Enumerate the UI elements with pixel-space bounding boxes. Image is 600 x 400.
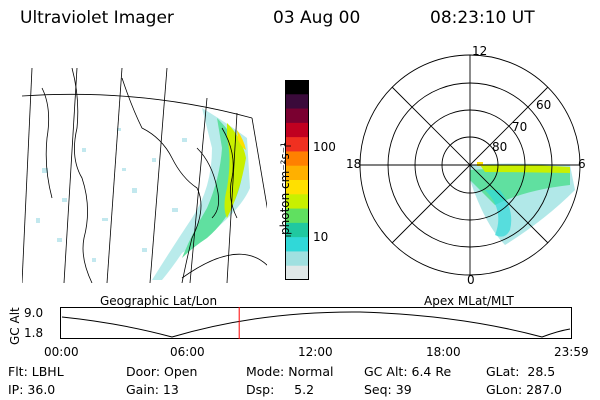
x-tick-2359: 23:59	[554, 345, 589, 359]
mlt-label-6: 6	[578, 157, 586, 171]
apex-caption: Apex MLat/MLT	[424, 294, 514, 308]
altitude-y-tick-top: 9.0	[24, 306, 44, 320]
colorbar-segment	[285, 222, 309, 238]
colorbar-segment	[285, 137, 309, 152]
colorbar-segment	[285, 80, 309, 95]
colorbar-segment	[285, 122, 309, 138]
mlat-label-70: 70	[512, 120, 528, 134]
colorbar-segment	[285, 265, 309, 280]
mlt-label-18: 18	[346, 157, 362, 171]
geographic-caption: Geographic Lat/Lon	[100, 294, 218, 308]
colorbar-segment	[285, 194, 309, 210]
polar-plot	[359, 54, 581, 276]
altitude-plot	[60, 307, 572, 339]
colorbar-segment	[285, 151, 309, 167]
colorbar	[285, 80, 309, 280]
mlt-label-0: 0	[467, 273, 475, 287]
time-label: 08:23:10 UT	[430, 8, 535, 28]
info-gain: Gain: 13	[126, 382, 179, 397]
x-tick-0000: 00:00	[44, 345, 79, 359]
colorbar-segment	[285, 108, 309, 124]
colorbar-outline	[285, 80, 309, 280]
mlat-label-80: 80	[492, 140, 508, 154]
colorbar-segment	[285, 237, 309, 252]
info-mode: Mode: Normal	[246, 364, 334, 379]
info-flt: Flt: LBHL	[8, 364, 64, 379]
info-seq: Seq: 39	[364, 382, 412, 397]
polar-grid	[359, 54, 581, 276]
colorbar-segment	[285, 180, 309, 195]
info-gc-alt: GC Alt: 6.4 Re	[364, 364, 452, 379]
altitude-y-tick-bottom: 1.8	[24, 326, 44, 340]
info-door: Door: Open	[126, 364, 198, 379]
colorbar-segment	[285, 165, 309, 181]
info-ip: IP: 36.0	[8, 382, 56, 397]
colorbar-unit-label: photon cm⁻²s⁻¹	[278, 142, 292, 235]
instrument-title: Ultraviolet Imager	[20, 8, 174, 28]
date-label: 03 Aug 00	[273, 8, 361, 28]
mlt-label-12: 12	[472, 44, 488, 58]
colorbar-segment	[285, 208, 309, 224]
info-glat: GLat: 28.5	[486, 364, 556, 379]
info-glon: GLon: 287.0	[486, 382, 562, 397]
x-tick-0600: 06:00	[170, 345, 205, 359]
x-tick-1800: 18:00	[426, 345, 461, 359]
altitude-curve	[61, 311, 571, 338]
colorbar-segment	[285, 94, 309, 110]
aurora-emission	[36, 108, 250, 280]
geographic-grid	[22, 68, 267, 283]
coastlines	[41, 68, 238, 283]
colorbar-segment	[285, 251, 309, 267]
colorbar-tick-label-100: 100	[313, 140, 336, 154]
colorbar-gradient	[285, 80, 309, 280]
info-dsp: Dsp: 5.2	[246, 382, 315, 397]
x-tick-1200: 12:00	[298, 345, 333, 359]
colorbar-tick-label-10: 10	[313, 230, 329, 244]
geographic-image	[22, 68, 267, 283]
altitude-y-label: GC Alt	[8, 307, 22, 345]
mlat-label-60: 60	[536, 98, 552, 112]
polar-aurora	[470, 162, 575, 245]
